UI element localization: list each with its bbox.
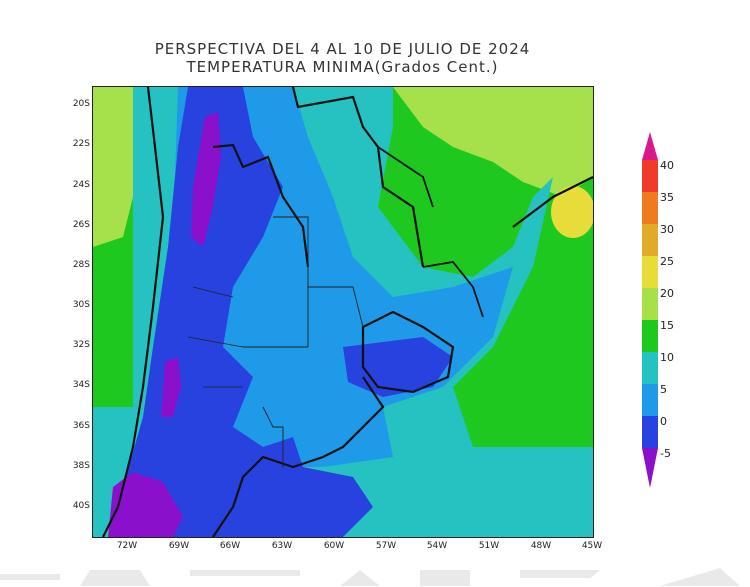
map-canvas — [93, 87, 593, 537]
lat-label: 26S — [72, 220, 90, 230]
colorbar-label: 10 — [660, 351, 674, 364]
zone-below-minus5-south — [108, 472, 183, 537]
colorbar-band — [642, 192, 658, 224]
lat-label: 20S — [72, 99, 90, 109]
watermark — [0, 566, 750, 587]
lat-label: 24S — [72, 180, 90, 190]
lat-label: 32S — [72, 340, 90, 350]
lon-label: 54W — [426, 541, 448, 551]
argentina-coastline — [212, 376, 385, 537]
lat-label: 38S — [72, 461, 90, 471]
lat-label: 28S — [72, 260, 90, 270]
title-line-1: PERSPECTIVA DEL 4 AL 10 DE JULIO DE 2024 — [154, 40, 531, 58]
lat-label: 22S — [72, 139, 90, 149]
border-paraguay-brazil — [377, 146, 434, 208]
colorbar-band — [642, 256, 658, 288]
lon-label: 66W — [219, 541, 241, 551]
colorbar-bottom-arrow — [642, 448, 658, 488]
colorbar-label: 35 — [660, 191, 674, 204]
lon-label: 69W — [168, 541, 190, 551]
zone-below-minus5-north — [191, 112, 221, 247]
colorbar-label: 20 — [660, 287, 674, 300]
zone-20-25-coast — [551, 186, 593, 238]
lon-label: 51W — [478, 541, 500, 551]
lat-label: 36S — [72, 421, 90, 431]
lon-label: 45W — [581, 541, 603, 551]
lon-label: 60W — [323, 541, 345, 551]
colorbar-label: 30 — [660, 223, 674, 236]
colorbar-label: 25 — [660, 255, 674, 268]
colorbar-band — [642, 320, 658, 352]
border-argentina-brazil — [422, 261, 484, 318]
colorbar-label: -5 — [660, 447, 671, 460]
title-line-2: TEMPERATURA MINIMA(Grados Cent.) — [186, 58, 499, 76]
zone-below-minus5-mid — [161, 357, 181, 417]
colorbar-band — [642, 384, 658, 416]
colorbar-label: 5 — [660, 383, 667, 396]
colorbar-label: 15 — [660, 319, 674, 332]
border-bolivia-paraguay — [291, 87, 425, 268]
colorbar-band — [642, 224, 658, 256]
colorbar-label: 0 — [660, 415, 667, 428]
colorbar-top-arrow — [642, 132, 658, 160]
pacific-coastline — [102, 87, 165, 537]
province-borders — [243, 216, 364, 467]
colorbar-label: 40 — [660, 159, 674, 172]
lon-label: 48W — [530, 541, 552, 551]
lat-label: 40S — [72, 501, 90, 511]
colorbar-band — [642, 416, 658, 448]
colorbar-band — [642, 160, 658, 192]
province-borders-west — [187, 286, 244, 388]
uruguay-outline — [361, 310, 455, 394]
border-chile-argentina-north — [212, 143, 310, 268]
zone-minus5-0-east — [343, 337, 453, 397]
lon-label: 72W — [116, 541, 138, 551]
colorbar-band — [642, 288, 658, 320]
lon-label: 63W — [271, 541, 293, 551]
zone-minus5-0-andes — [113, 87, 373, 537]
lat-label: 34S — [72, 380, 90, 390]
zone-15-20-north — [393, 87, 593, 197]
colorbar — [642, 132, 658, 488]
lat-label: 30S — [72, 300, 90, 310]
colorbar-band — [642, 352, 658, 384]
atlantic-coastline-north — [512, 176, 593, 228]
lon-label: 57W — [375, 541, 397, 551]
temperature-map — [92, 86, 594, 538]
